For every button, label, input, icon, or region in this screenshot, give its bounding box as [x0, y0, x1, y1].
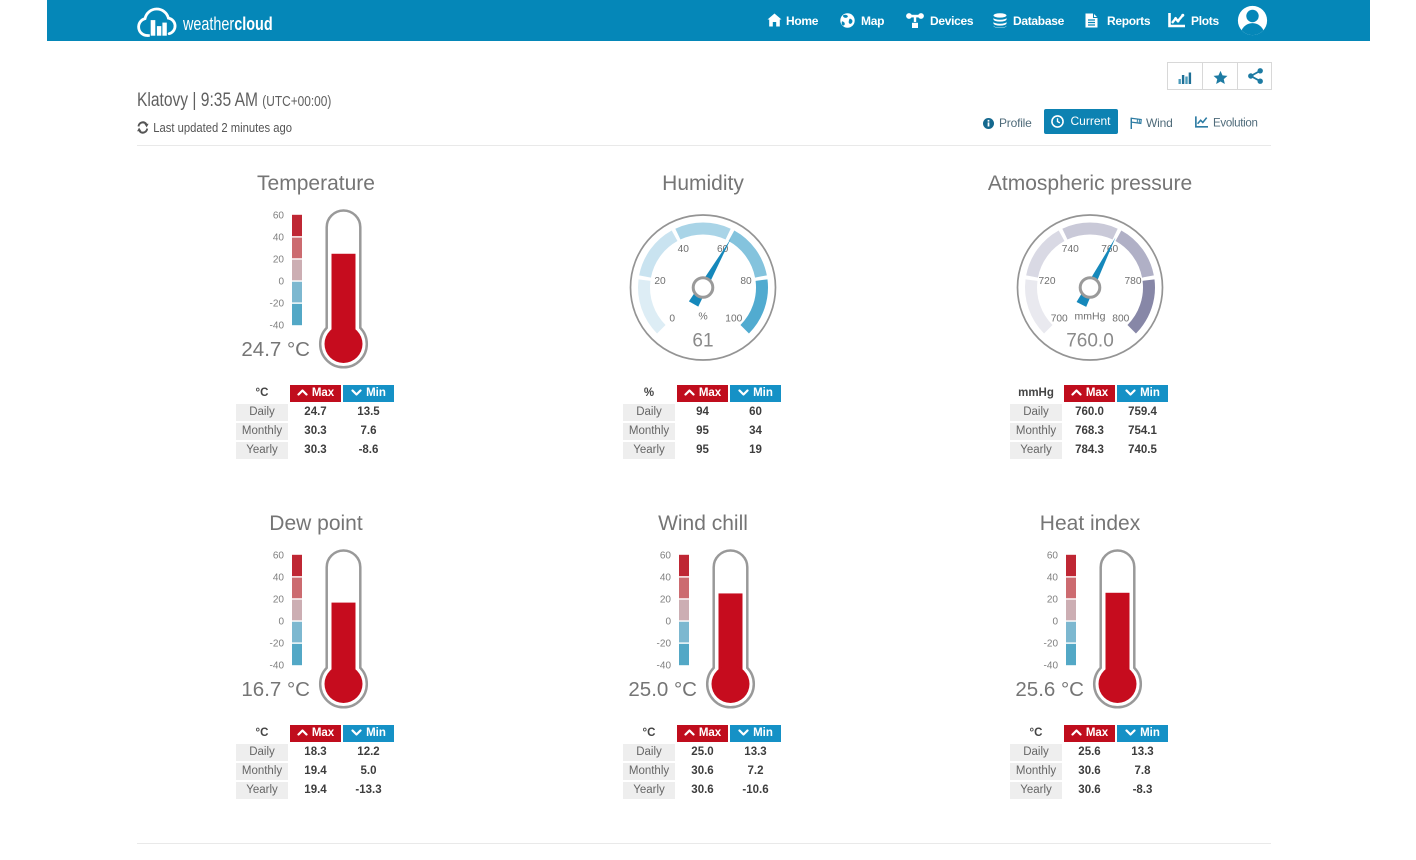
svg-text:60: 60	[1047, 550, 1059, 561]
svg-text:%: %	[698, 311, 707, 323]
svg-text:25.6 °C: 25.6 °C	[1015, 678, 1084, 701]
svg-text:60: 60	[660, 550, 672, 561]
svg-text:60: 60	[273, 210, 285, 221]
svg-text:0: 0	[278, 277, 284, 288]
svg-text:40: 40	[273, 572, 285, 583]
svg-text:100: 100	[725, 314, 742, 325]
svg-text:61: 61	[692, 331, 713, 352]
svg-text:25.0 °C: 25.0 °C	[628, 678, 697, 701]
svg-text:0: 0	[278, 617, 284, 628]
svg-text:700: 700	[1051, 314, 1068, 325]
svg-text:20: 20	[660, 595, 672, 606]
svg-text:0: 0	[665, 617, 671, 628]
svg-text:20: 20	[1047, 595, 1059, 606]
svg-text:24.7 °C: 24.7 °C	[241, 338, 310, 361]
svg-text:-20: -20	[1044, 639, 1059, 650]
svg-text:40: 40	[660, 572, 672, 583]
svg-text:740: 740	[1062, 244, 1079, 255]
svg-text:60: 60	[717, 244, 729, 255]
svg-text:40: 40	[678, 244, 690, 255]
svg-text:80: 80	[740, 276, 752, 287]
svg-text:-20: -20	[270, 299, 285, 310]
svg-text:20: 20	[273, 255, 285, 266]
svg-text:40: 40	[1047, 572, 1059, 583]
svg-text:-20: -20	[270, 639, 285, 650]
svg-text:720: 720	[1039, 276, 1056, 287]
svg-text:-40: -40	[1044, 661, 1059, 672]
svg-text:0: 0	[669, 314, 675, 325]
svg-text:-40: -40	[657, 661, 672, 672]
svg-text:-20: -20	[657, 639, 672, 650]
svg-text:20: 20	[273, 595, 285, 606]
svg-text:-40: -40	[270, 321, 285, 332]
svg-text:800: 800	[1112, 314, 1129, 325]
svg-text:40: 40	[273, 232, 285, 243]
svg-text:-40: -40	[270, 661, 285, 672]
svg-text:60: 60	[273, 550, 285, 561]
svg-text:mmHg: mmHg	[1075, 311, 1106, 323]
svg-text:780: 780	[1125, 276, 1142, 287]
svg-text:16.7 °C: 16.7 °C	[241, 678, 310, 701]
svg-text:20: 20	[654, 276, 666, 287]
svg-text:0: 0	[1052, 617, 1058, 628]
svg-text:760.0: 760.0	[1066, 331, 1114, 352]
